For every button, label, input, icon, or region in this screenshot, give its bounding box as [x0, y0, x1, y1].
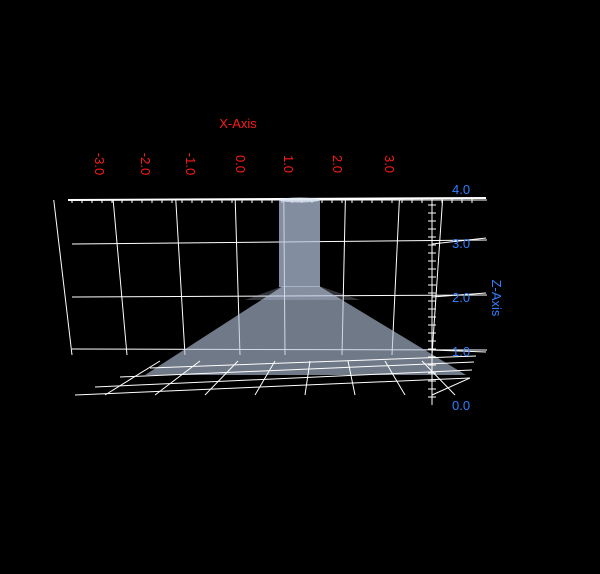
x-tick-label: 3.0	[382, 155, 397, 173]
back-wall-gridline	[391, 199, 400, 356]
floor-gridline	[421, 360, 456, 396]
z-tick-label: 3.0	[452, 236, 470, 251]
x-axis: X-Axis -3.0 -2.0 -1.0 0.0 1.0 2.0 3.0	[92, 116, 397, 175]
surface	[145, 197, 466, 375]
floor-gridline	[104, 360, 161, 396]
x-tick-label: -1.0	[183, 153, 198, 175]
z-axis-ticks: 0.0 1.0 2.0 3.0 4.0	[452, 182, 470, 413]
back-wall-gridline	[431, 199, 444, 356]
floor-gridline	[119, 361, 475, 378]
back-wall-gridline	[112, 199, 128, 356]
back-wall-gridline	[53, 199, 73, 356]
floor-gridline	[384, 360, 406, 396]
z-tick-label: 4.0	[452, 182, 470, 197]
x-tick-label: -3.0	[92, 153, 107, 175]
surface-cone-face	[145, 286, 466, 375]
x-axis-ticks: -3.0 -2.0 -1.0 0.0 1.0 2.0 3.0	[92, 153, 397, 175]
floor-gridline	[74, 377, 471, 396]
z-tick-label: 0.0	[452, 398, 470, 413]
surface-cylinder	[279, 200, 320, 287]
x-tick-label: 1.0	[281, 155, 296, 173]
z-axis-title: Z-Axis	[489, 280, 504, 317]
surface-cylinder-top	[279, 197, 320, 203]
x-tick-label: -2.0	[138, 153, 153, 175]
z-tick-label: 2.0	[452, 290, 470, 305]
x-tick-label: 0.0	[233, 155, 248, 173]
grid-lines-front	[74, 200, 487, 405]
floor-gridline	[304, 360, 311, 396]
side-wall-gridline	[431, 377, 471, 396]
side-wall-gridline	[431, 349, 487, 353]
z-tick-label: 1.0	[452, 344, 470, 359]
z-axis: Z-Axis 0.0 1.0 2.0 3.0 4.0	[452, 182, 504, 413]
x-axis-title: X-Axis	[219, 116, 257, 131]
floor-gridline	[149, 355, 477, 369]
back-wall-gridline	[175, 199, 186, 356]
side-wall-gridline	[431, 292, 487, 298]
floor-gridline	[347, 360, 356, 396]
surface-cone-top	[245, 286, 360, 300]
floor-gridline	[94, 369, 473, 388]
x-tick-label: 2.0	[330, 155, 345, 173]
top-edge-line	[67, 197, 487, 201]
side-wall-gridline	[431, 237, 487, 245]
floor-gridline	[254, 360, 276, 396]
